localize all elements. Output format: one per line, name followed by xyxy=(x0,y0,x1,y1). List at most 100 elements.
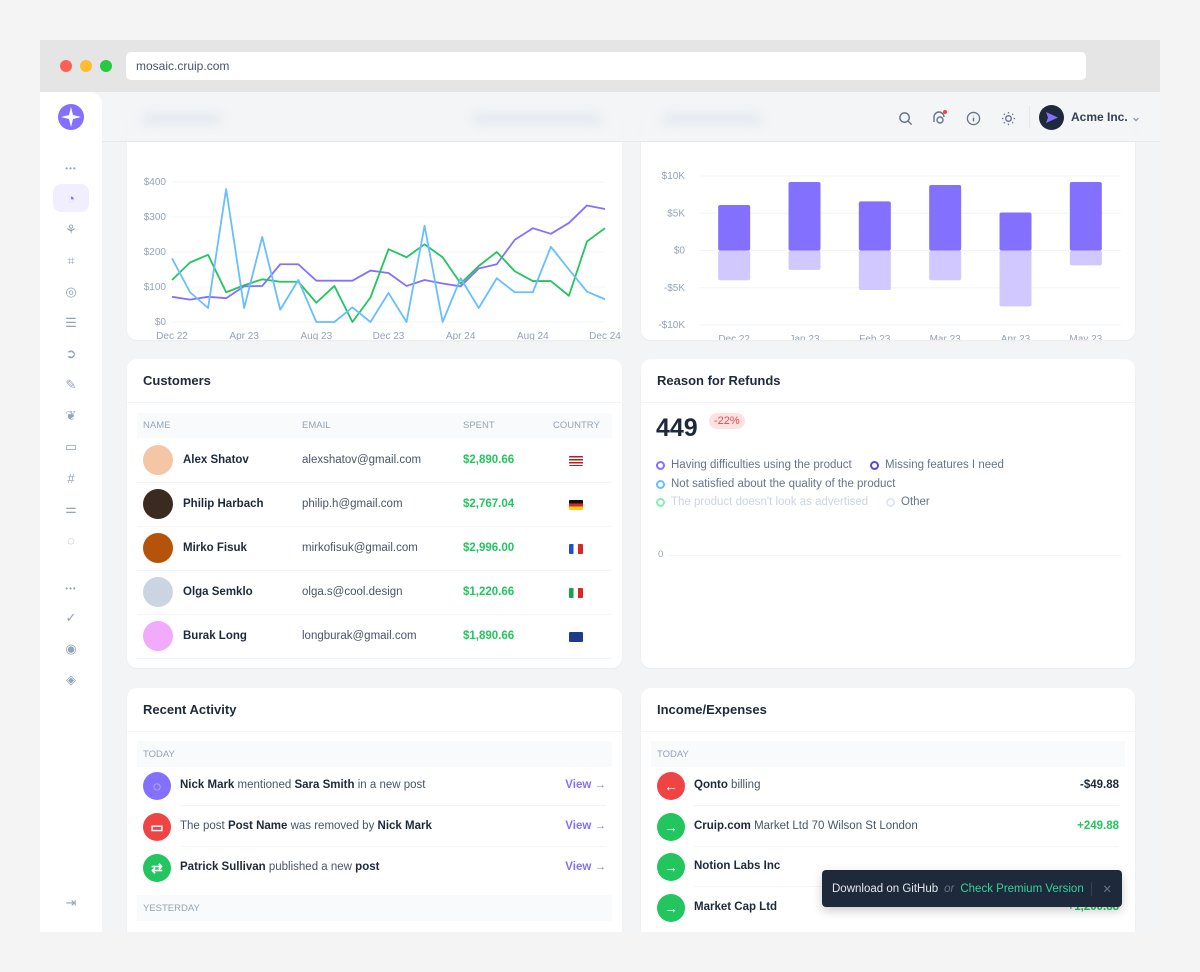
chevron-down-icon: ⌄ xyxy=(1131,110,1142,124)
x-tick-label: May 23 xyxy=(1069,334,1102,340)
company-avatar[interactable] xyxy=(1039,105,1064,130)
legend-item[interactable]: Other xyxy=(886,496,930,508)
legend-marker xyxy=(886,497,895,507)
view-link[interactable]: View → xyxy=(565,820,606,832)
legend-item[interactable]: Not satisfied about the quality of the p… xyxy=(656,478,895,490)
more-icon[interactable]: ••• xyxy=(65,583,77,593)
arrow-right-icon: → xyxy=(657,853,685,881)
community-icon[interactable]: ⌗ xyxy=(67,253,75,268)
transaction-item[interactable]: ← Qonto billing -$49.88 xyxy=(657,766,1119,806)
transaction-item[interactable]: → Notion Labs Inc xyxy=(657,847,1119,887)
settings-icon[interactable]: ⚌ xyxy=(65,501,77,516)
company-name: Acme Inc. xyxy=(1071,110,1128,124)
table-row[interactable]: Olga Semklo olga.s@cool.design $1,220.66 xyxy=(137,571,612,615)
flag-gb-icon xyxy=(569,632,583,642)
logo-icon[interactable] xyxy=(58,104,84,130)
customers-card: Customers Name Email Spent Country Alex … xyxy=(127,359,622,668)
income-bar xyxy=(929,184,962,251)
transaction-text: Qonto billing xyxy=(694,779,761,791)
legend-label: Having difficulties using the product xyxy=(671,459,852,471)
more-icon[interactable]: ••• xyxy=(65,163,77,173)
tasks-icon[interactable]: ➲ xyxy=(65,346,77,361)
x-tick-label: Apr 24 xyxy=(446,331,476,340)
ecommerce-icon[interactable]: ⚘ xyxy=(65,222,77,237)
expense-bar xyxy=(788,250,821,270)
utility-icon[interactable]: ◌ xyxy=(67,532,75,548)
recent-activity-card: Recent Activity Today ◌ Nick Mark mentio… xyxy=(127,688,622,932)
x-tick-label: Dec 23 xyxy=(373,331,405,340)
legend-item[interactable]: The product doesn't look as advertised xyxy=(656,496,868,508)
x-tick-label: Mar 23 xyxy=(930,334,962,340)
minimize-window-dot[interactable] xyxy=(80,60,92,72)
column-country: Country xyxy=(553,420,600,431)
inbox-icon[interactable]: ❦ xyxy=(65,408,77,423)
chat-icon: ◌ xyxy=(143,772,171,800)
job-board-icon[interactable]: ☰ xyxy=(65,315,77,330)
legend-label: Other xyxy=(901,496,930,508)
expand-icon[interactable]: ⇥ xyxy=(65,895,77,910)
trash-icon: ▭ xyxy=(143,813,171,841)
customer-email: longburak@gmail.com xyxy=(302,630,417,642)
company-menu[interactable]: Acme Inc. ⌄ xyxy=(1071,110,1141,124)
table-row[interactable]: Mirko Fisuk mirkofisuk@gmail.com $2,996.… xyxy=(137,527,612,571)
activity-item: ◌ Nick Mark mentioned Sara Smith in a ne… xyxy=(143,766,606,806)
table-row[interactable]: Philip Harbach philip.h@gmail.com $2,767… xyxy=(137,483,612,527)
view-link[interactable]: View → xyxy=(565,779,606,791)
y-tick-label: $300 xyxy=(144,212,167,223)
info-icon[interactable] xyxy=(962,107,984,129)
download-github-link[interactable]: Download on GitHub xyxy=(832,882,939,895)
section-yesterday: Yesterday xyxy=(137,895,612,921)
income-title: Income/Expenses xyxy=(657,702,767,717)
top-header: Acme Inc. ⌄ xyxy=(102,92,1160,142)
messages-icon[interactable]: ✎ xyxy=(65,377,77,392)
layers-icon[interactable]: ◈ xyxy=(66,672,76,687)
transaction-text: Cruip.com Market Ltd 70 Wilson St London xyxy=(694,819,918,832)
legend-marker xyxy=(656,460,665,470)
sidebar: ••• ◔ ⚘ ⌗ ◎ ☰ ➲ ✎ ❦ ▭ # ⚌ ◌ ••• ✓ ◉ ◈ ⇥ xyxy=(40,92,102,932)
expense-bar xyxy=(858,250,891,290)
onboarding-icon[interactable]: ✓ xyxy=(65,610,77,625)
legend-item[interactable]: Missing features I need xyxy=(870,459,1004,471)
flag-it-icon xyxy=(569,588,583,598)
customer-name: Burak Long xyxy=(183,630,247,642)
legend-item[interactable]: Having difficulties using the product xyxy=(656,459,852,471)
close-window-dot[interactable] xyxy=(60,60,72,72)
url-bar[interactable]: mosaic.cruip.com xyxy=(126,52,1086,80)
flag-de-icon xyxy=(569,500,583,510)
sun-icon[interactable] xyxy=(997,107,1019,129)
customer-spent: $1,890.66 xyxy=(463,630,515,642)
components-icon[interactable]: ◉ xyxy=(65,641,77,656)
dashboard-icon[interactable]: ◔ xyxy=(53,184,89,212)
campaigns-icon[interactable]: # xyxy=(67,470,75,486)
customer-spent: $1,220.66 xyxy=(463,586,515,598)
view-link[interactable]: View → xyxy=(565,861,606,873)
close-icon[interactable]: ✕ xyxy=(1091,881,1112,896)
table-row[interactable]: Alex Shatov alexshatov@gmail.com $2,890.… xyxy=(137,439,612,483)
customer-name: Mirko Fisuk xyxy=(183,542,247,554)
calendar-icon[interactable]: ▭ xyxy=(64,439,78,454)
table-header: Name Email Spent Country xyxy=(137,413,612,438)
activity-text: The post Post Name was removed by Nick M… xyxy=(180,820,432,832)
transaction-text: Notion Labs Inc xyxy=(694,860,781,872)
finance-icon[interactable]: ◎ xyxy=(65,284,77,299)
maximize-window-dot[interactable] xyxy=(100,60,112,72)
arrow-right-icon: → xyxy=(657,893,685,922)
or-text: or xyxy=(944,882,955,895)
customer-spent: $2,767.04 xyxy=(463,498,515,510)
chat-search-icon[interactable] xyxy=(928,107,950,129)
legend-label: Not satisfied about the quality of the p… xyxy=(671,478,896,490)
customer-name: Olga Semklo xyxy=(183,586,253,598)
search-icon[interactable] xyxy=(894,107,916,129)
refunds-title: Reason for Refunds xyxy=(657,373,781,388)
x-tick-label: Aug 24 xyxy=(517,331,549,340)
x-tick-label: Dec 22 xyxy=(156,331,188,340)
swap-icon: ⇄ xyxy=(143,854,171,882)
customer-spent: $2,996.00 xyxy=(463,542,515,554)
table-row[interactable]: Burak Long longburak@gmail.com $1,890.66 xyxy=(137,615,612,659)
axis-zero-label: 0 xyxy=(658,549,664,560)
premium-link[interactable]: Check Premium Version xyxy=(960,882,1084,895)
transaction-item[interactable]: → Cruip.com Market Ltd 70 Wilson St Lond… xyxy=(657,807,1119,847)
legend-marker xyxy=(656,497,665,507)
expense-bar xyxy=(999,250,1032,307)
x-tick-label: Dec 24 xyxy=(589,331,621,340)
